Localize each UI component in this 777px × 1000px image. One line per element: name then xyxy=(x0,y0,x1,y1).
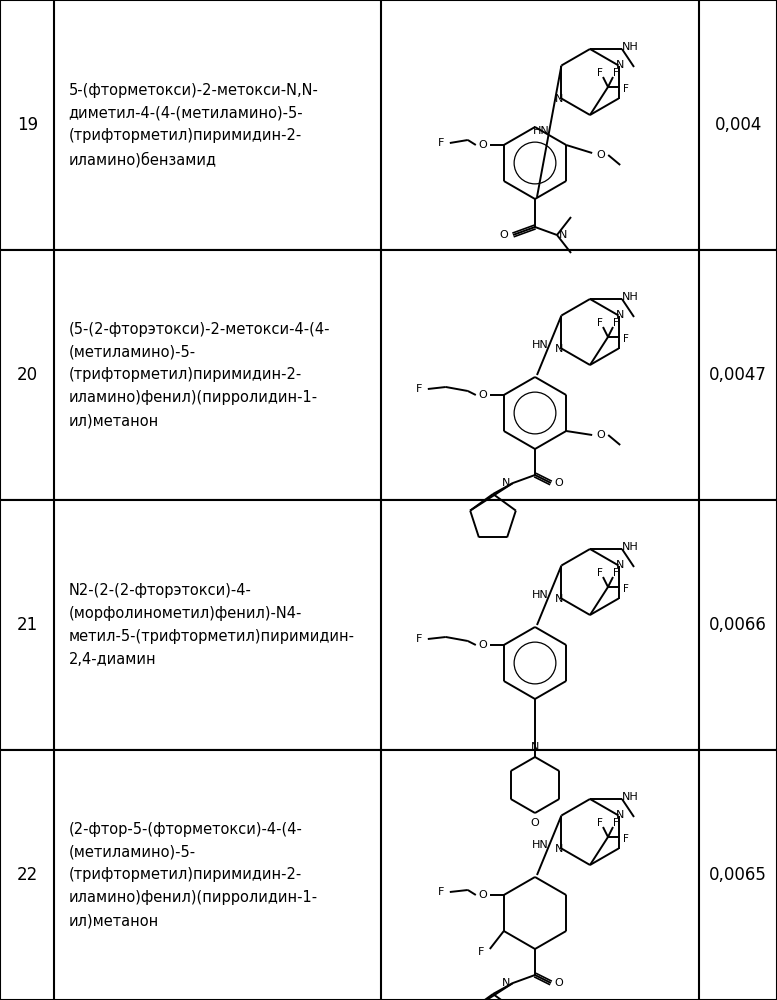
Text: N: N xyxy=(615,810,624,820)
Text: N: N xyxy=(556,593,563,603)
Text: HN: HN xyxy=(533,126,549,136)
Text: N: N xyxy=(502,478,510,488)
Text: F: F xyxy=(597,68,603,78)
Text: NH: NH xyxy=(622,542,639,552)
Text: N: N xyxy=(615,310,624,320)
Text: F: F xyxy=(623,334,629,344)
Text: N: N xyxy=(615,60,624,70)
Text: N: N xyxy=(556,844,563,854)
Bar xyxy=(0,750,777,1000)
Text: F: F xyxy=(623,834,629,844)
Text: F: F xyxy=(437,138,444,148)
Text: 0,004: 0,004 xyxy=(715,116,761,134)
Text: F: F xyxy=(623,584,629,594)
Text: F: F xyxy=(613,568,619,578)
Bar xyxy=(0,0,777,250)
Text: F: F xyxy=(416,634,422,644)
Text: NH: NH xyxy=(622,292,639,302)
Text: N: N xyxy=(559,230,567,240)
Text: O: O xyxy=(597,150,605,160)
Text: N2-(2-(2-фторэтокси)-4-
(морфолинометил)фенил)-N4-
метил-5-(трифторметил)пиримид: N2-(2-(2-фторэтокси)-4- (морфолинометил)… xyxy=(68,583,354,667)
Text: F: F xyxy=(478,947,484,957)
Text: F: F xyxy=(623,84,629,94)
Text: F: F xyxy=(613,68,619,78)
Text: 5-(фторметокси)-2-метокси-N,N-
диметил-4-(4-(метиламино)-5-
(трифторметил)пирими: 5-(фторметокси)-2-метокси-N,N- диметил-4… xyxy=(68,83,319,167)
Text: 21: 21 xyxy=(16,616,38,634)
Text: F: F xyxy=(613,318,619,328)
Bar xyxy=(0,250,777,500)
Text: O: O xyxy=(479,890,487,900)
Text: O: O xyxy=(597,430,605,440)
Text: 19: 19 xyxy=(16,116,38,134)
Text: 0,0065: 0,0065 xyxy=(709,866,767,884)
Text: O: O xyxy=(500,230,508,240)
Text: (5-(2-фторэтокси)-2-метокси-4-(4-
(метиламино)-5-
(трифторметил)пиримидин-2-
ила: (5-(2-фторэтокси)-2-метокси-4-(4- (метил… xyxy=(68,322,330,428)
Text: O: O xyxy=(555,978,563,988)
Text: N: N xyxy=(556,94,563,104)
Text: HN: HN xyxy=(531,590,549,600)
Text: 22: 22 xyxy=(16,866,38,884)
Text: NH: NH xyxy=(622,42,639,52)
Text: O: O xyxy=(479,640,487,650)
Text: F: F xyxy=(597,318,603,328)
Text: (2-фтор-5-(фторметокси)-4-(4-
(метиламино)-5-
(трифторметил)пиримидин-2-
иламино: (2-фтор-5-(фторметокси)-4-(4- (метиламин… xyxy=(68,822,318,928)
Text: F: F xyxy=(597,568,603,578)
Text: 20: 20 xyxy=(16,366,38,384)
Text: O: O xyxy=(531,818,539,828)
Text: F: F xyxy=(437,887,444,897)
Text: HN: HN xyxy=(531,840,549,850)
Text: HN: HN xyxy=(531,340,549,350)
Text: N: N xyxy=(531,742,539,752)
Text: F: F xyxy=(416,384,422,394)
Text: O: O xyxy=(479,140,487,150)
Text: NH: NH xyxy=(622,792,639,802)
Text: N: N xyxy=(615,560,624,570)
Text: F: F xyxy=(613,818,619,828)
Text: N: N xyxy=(502,978,510,988)
Text: N: N xyxy=(556,344,563,354)
Text: O: O xyxy=(555,478,563,488)
Bar xyxy=(0,500,777,750)
Text: 0,0047: 0,0047 xyxy=(709,366,767,384)
Text: O: O xyxy=(479,390,487,400)
Text: F: F xyxy=(597,818,603,828)
Text: 0,0066: 0,0066 xyxy=(709,616,767,634)
